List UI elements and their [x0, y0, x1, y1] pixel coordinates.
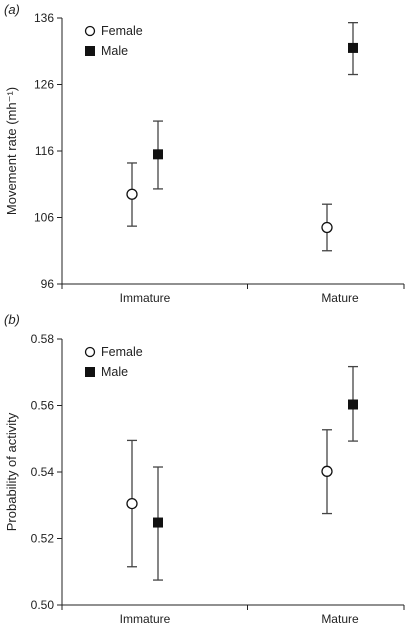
chart-panel-a: (a) 96 106 116 126 136 Immature Mature Movement … — [4, 2, 405, 305]
male-point — [153, 149, 163, 160]
legend-label: Male — [101, 44, 128, 58]
male-point — [153, 517, 163, 528]
panel-label: (a) — [4, 2, 20, 17]
female-point — [321, 465, 333, 477]
chart-panel-b: (b) 0.50 0.52 0.54 0.56 0.58 Immature Mature Pro… — [4, 312, 405, 624]
y-tick-label: 0.52 — [31, 532, 55, 546]
female-point — [321, 221, 333, 234]
legend-male-marker — [85, 367, 95, 377]
y-axis-title: Probability of activity — [4, 412, 19, 531]
legend-label: Female — [101, 345, 143, 359]
legend-female-marker — [84, 25, 96, 37]
y-tick-label: 0.54 — [31, 465, 55, 479]
y-tick-label: 96 — [41, 277, 55, 291]
y-tick-label: 0.58 — [31, 332, 55, 346]
x-category-label: Immature — [120, 291, 171, 305]
y-tick-label: 136 — [34, 11, 54, 25]
x-category-label: Immature — [120, 612, 171, 624]
y-tick-label: 0.50 — [31, 598, 55, 612]
female-point — [126, 188, 138, 200]
panel-label: (b) — [4, 312, 20, 327]
legend-label: Female — [101, 24, 143, 38]
x-category-label: Mature — [321, 612, 359, 624]
y-tick-label: 106 — [34, 211, 54, 225]
legend-male-marker — [85, 46, 95, 56]
male-point — [348, 42, 358, 53]
male-point — [348, 399, 358, 410]
legend-label: Male — [101, 365, 128, 379]
y-tick-label: 0.56 — [31, 399, 55, 413]
female-point — [126, 497, 138, 510]
legend-female-marker — [84, 346, 96, 358]
y-tick-label: 116 — [35, 144, 54, 158]
y-axis-title: Movement rate (mh⁻¹) — [4, 87, 19, 215]
y-tick-label: 126 — [34, 78, 54, 92]
x-category-label: Mature — [321, 291, 359, 305]
